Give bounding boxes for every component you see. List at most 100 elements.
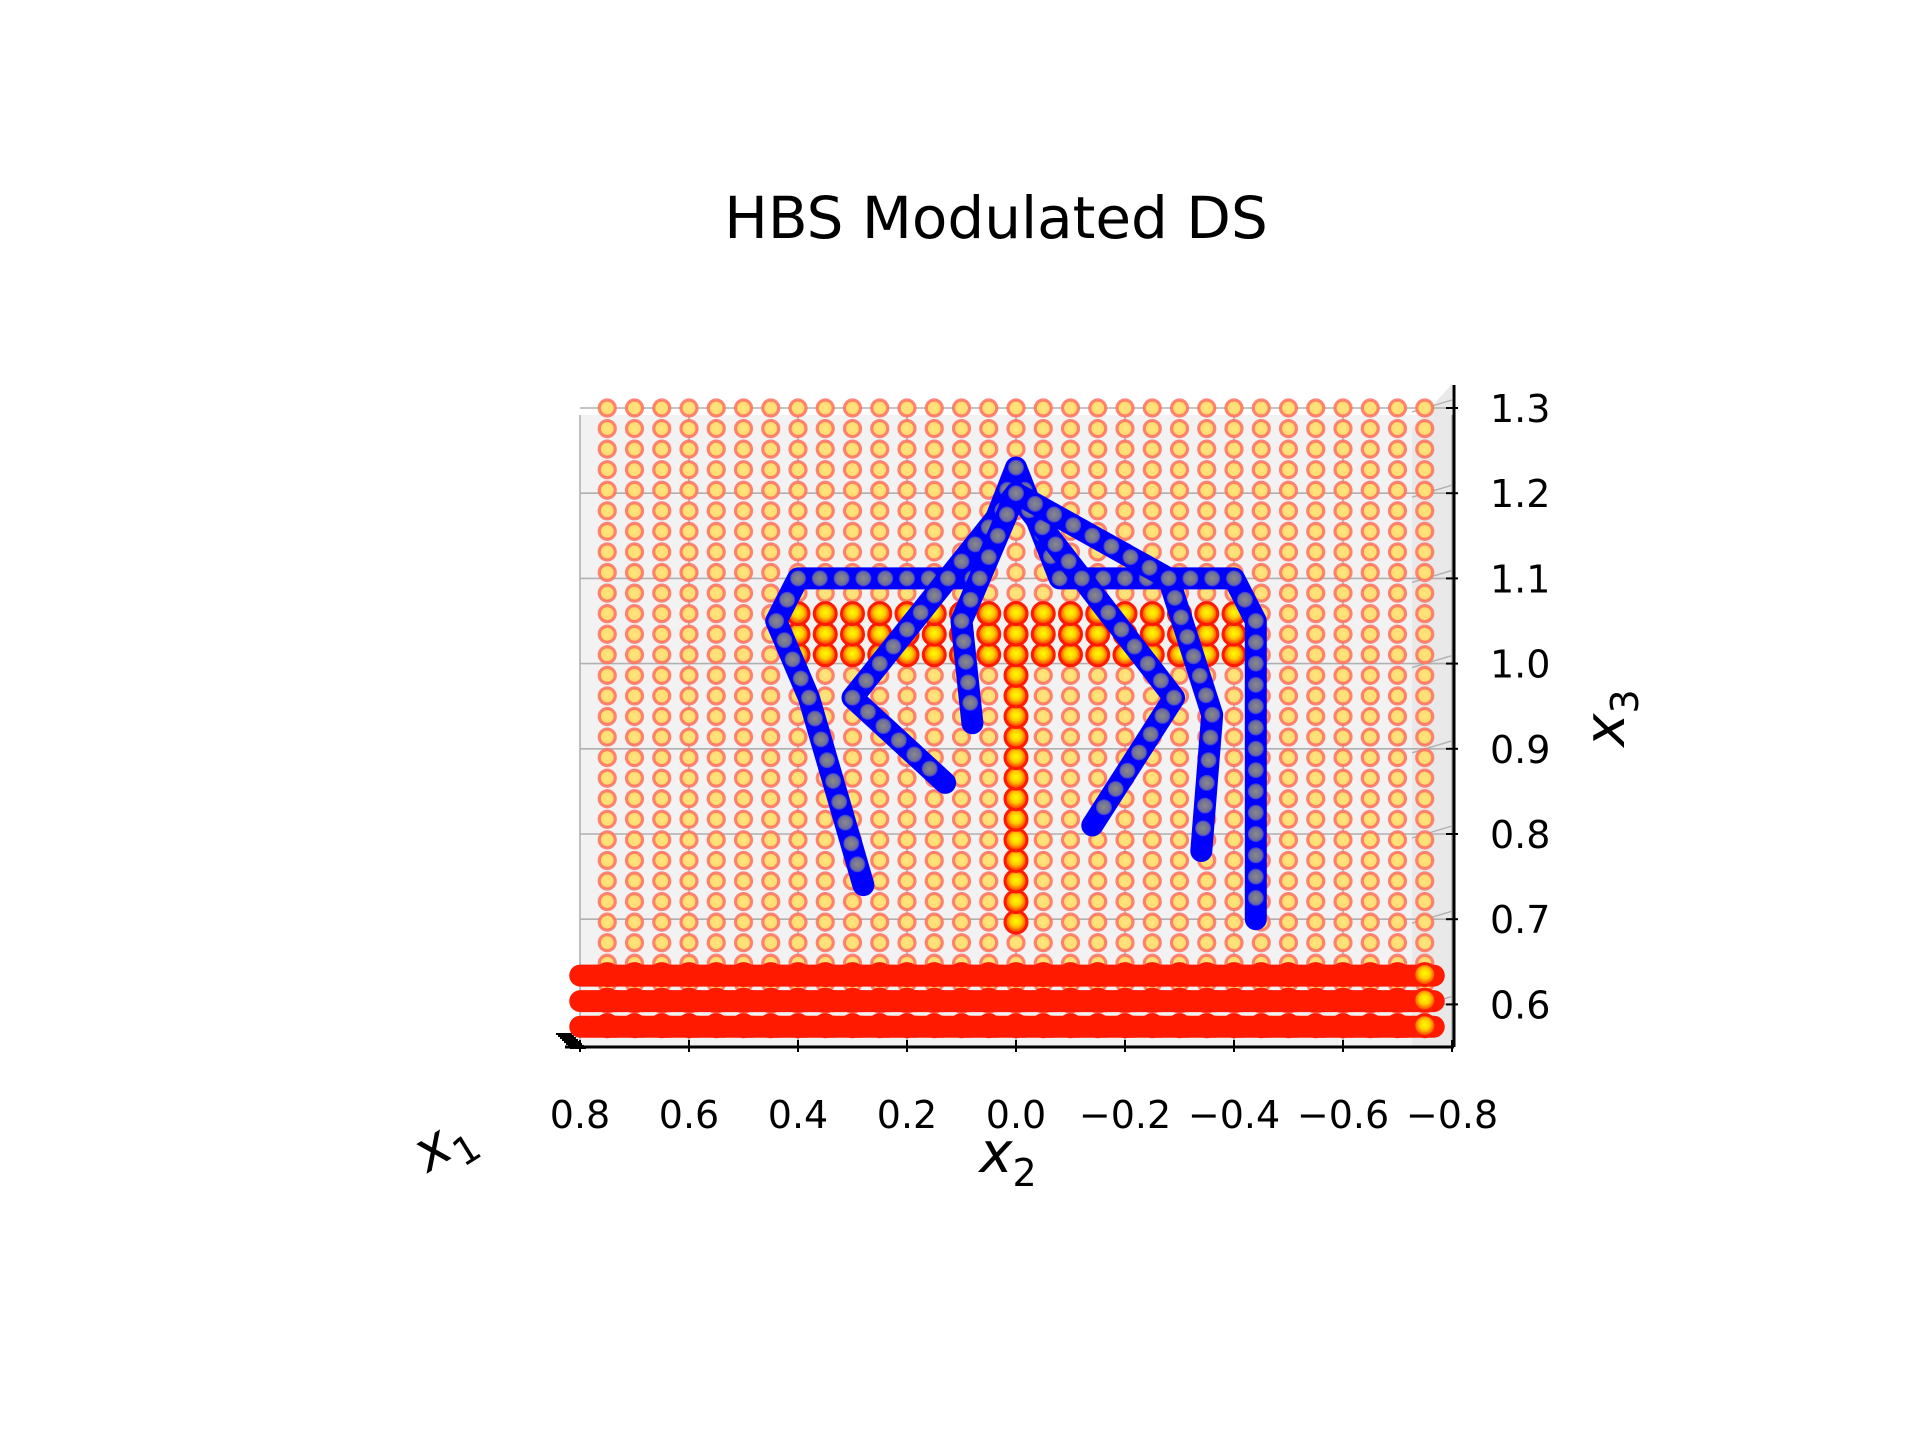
grid-marker bbox=[1278, 933, 1299, 953]
grid-marker bbox=[1306, 768, 1326, 788]
grid-marker bbox=[1224, 460, 1244, 480]
grid-marker bbox=[1306, 521, 1326, 541]
grid-marker bbox=[788, 748, 808, 768]
grid-marker bbox=[706, 624, 726, 644]
x-tick-label: −0.4 bbox=[1188, 1093, 1280, 1137]
grid-marker bbox=[788, 727, 808, 747]
grid-marker bbox=[679, 665, 699, 685]
grid-marker bbox=[1251, 418, 1271, 439]
grid-marker bbox=[1224, 912, 1244, 932]
grid-marker bbox=[679, 542, 699, 562]
grid-marker bbox=[1251, 521, 1271, 541]
grid-marker bbox=[624, 706, 645, 727]
grid-marker bbox=[1169, 542, 1190, 562]
grid-marker bbox=[1415, 398, 1435, 418]
grid-marker bbox=[979, 418, 999, 439]
grid-marker bbox=[1415, 480, 1435, 500]
grid-marker bbox=[1169, 748, 1190, 768]
grid-marker bbox=[1006, 583, 1026, 603]
attractor-band-marker bbox=[976, 601, 1002, 627]
grid-marker bbox=[1278, 521, 1299, 541]
x-axis-label: x2 bbox=[977, 1121, 1036, 1195]
grid-marker bbox=[1006, 398, 1026, 418]
grid-marker bbox=[733, 480, 754, 500]
grid-marker bbox=[733, 562, 754, 583]
grid-marker bbox=[597, 748, 617, 768]
grid-marker bbox=[1060, 686, 1081, 706]
grid-marker bbox=[1415, 727, 1435, 747]
grid-marker bbox=[1115, 665, 1135, 685]
grid-marker bbox=[1415, 768, 1435, 788]
grid-marker bbox=[652, 830, 672, 850]
grid-marker bbox=[924, 398, 944, 418]
grid-marker bbox=[951, 891, 972, 912]
grid-marker bbox=[1360, 583, 1380, 603]
grid-marker bbox=[1360, 789, 1380, 809]
grid-marker bbox=[870, 460, 890, 480]
attractor-column-marker bbox=[1003, 703, 1029, 729]
grid-marker bbox=[1278, 789, 1299, 809]
grid-marker bbox=[1333, 542, 1353, 562]
trajectory-marker bbox=[1247, 655, 1264, 672]
attractor-band-marker bbox=[1221, 621, 1247, 647]
grid-marker bbox=[815, 850, 835, 871]
attractor-band-marker bbox=[921, 621, 947, 647]
grid-marker bbox=[1333, 604, 1353, 624]
grid-marker bbox=[1306, 665, 1326, 685]
trajectory-marker bbox=[1247, 719, 1264, 736]
x-axis-label-sub: 2 bbox=[1012, 1151, 1036, 1195]
grid-marker bbox=[761, 768, 781, 788]
grid-marker bbox=[597, 521, 617, 541]
grid-marker bbox=[1360, 686, 1380, 706]
grid-marker bbox=[652, 521, 672, 541]
grid-marker bbox=[1306, 748, 1326, 768]
grid-marker bbox=[1415, 604, 1435, 624]
grid-marker bbox=[924, 521, 944, 541]
grid-marker bbox=[1088, 686, 1108, 706]
x-tick-label: 0.2 bbox=[877, 1093, 937, 1137]
grid-marker bbox=[1224, 480, 1244, 500]
grid-marker bbox=[1387, 686, 1408, 706]
grid-marker bbox=[733, 768, 754, 788]
trajectory-marker bbox=[768, 613, 785, 629]
grid-marker bbox=[1142, 871, 1162, 891]
grid-marker bbox=[1306, 809, 1326, 829]
trajectory-marker bbox=[858, 672, 875, 689]
grid-marker bbox=[1088, 480, 1108, 500]
grid-marker bbox=[1033, 418, 1053, 439]
grid-marker bbox=[1415, 542, 1435, 562]
attractor-band-marker bbox=[1030, 601, 1056, 627]
grid-marker bbox=[1033, 583, 1053, 603]
grid-marker bbox=[1169, 871, 1190, 891]
grid-marker bbox=[870, 501, 890, 521]
grid-marker bbox=[679, 460, 699, 480]
grid-marker bbox=[788, 460, 808, 480]
attractor-band-marker bbox=[1058, 642, 1083, 668]
grid-marker bbox=[979, 439, 999, 459]
attractor-band-marker bbox=[1139, 601, 1165, 627]
grid-marker bbox=[679, 912, 699, 932]
grid-marker bbox=[1360, 727, 1380, 747]
grid-marker bbox=[870, 789, 890, 809]
grid-marker bbox=[1387, 501, 1408, 521]
grid-marker bbox=[815, 398, 835, 418]
grid-marker bbox=[706, 521, 726, 541]
grid-marker bbox=[1224, 768, 1244, 788]
grid-marker bbox=[706, 727, 726, 747]
grid-marker bbox=[1278, 583, 1299, 603]
grid-marker bbox=[733, 727, 754, 747]
grid-marker bbox=[1197, 871, 1217, 891]
trajectory-marker bbox=[1191, 667, 1208, 684]
grid-marker bbox=[624, 501, 645, 521]
grid-marker bbox=[1387, 727, 1408, 747]
grid-marker bbox=[1333, 645, 1353, 665]
grid-marker bbox=[1360, 604, 1380, 624]
grid-marker bbox=[597, 439, 617, 459]
attractor-column-marker bbox=[1003, 786, 1029, 812]
trajectory-marker bbox=[1247, 783, 1264, 800]
trajectory-marker bbox=[831, 793, 848, 810]
grid-marker bbox=[1278, 418, 1299, 439]
x-axis-ticks: 0.8 0.6 0.4 0.2 0.0 −0.2 −0.4 −0.6 −0.8 bbox=[550, 1040, 1498, 1137]
grid-marker bbox=[733, 521, 754, 541]
grid-marker bbox=[652, 850, 672, 871]
